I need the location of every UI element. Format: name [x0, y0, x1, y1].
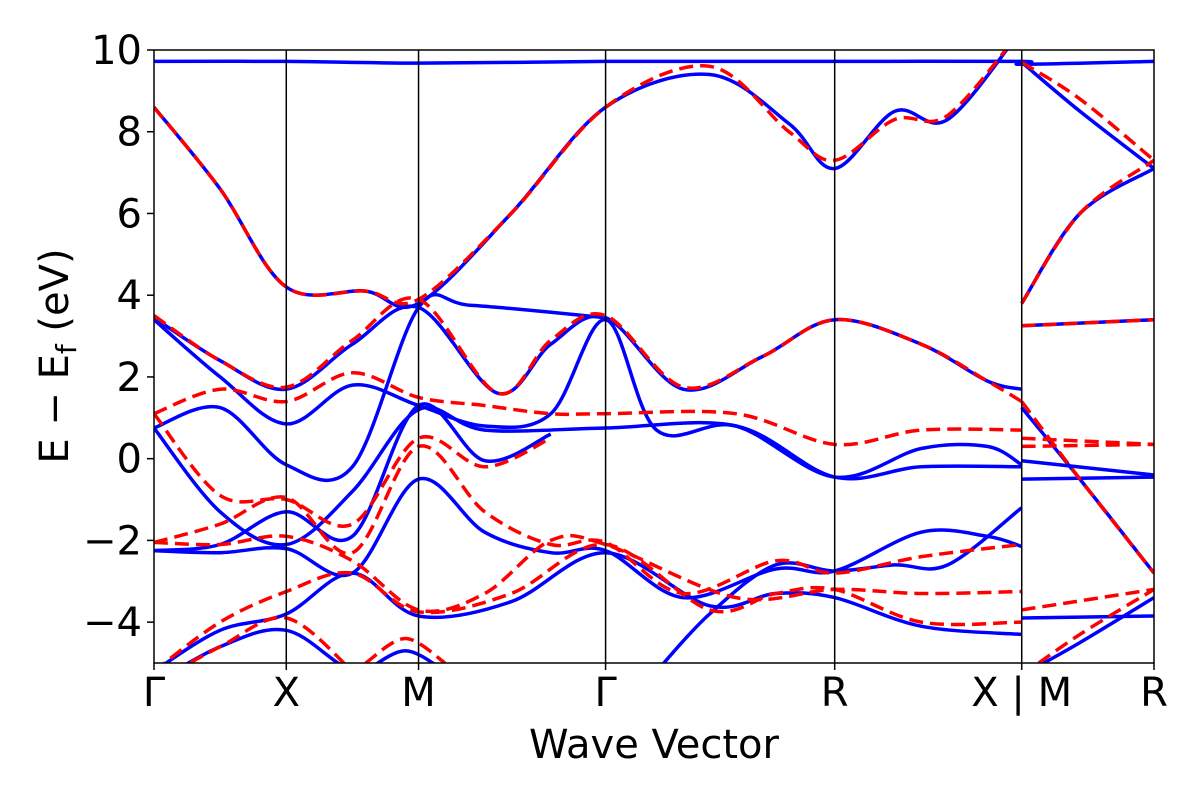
- y-axis-label-main: E − E: [32, 354, 78, 464]
- red-dashed-band-line: [1020, 60, 1154, 162]
- blue-solid-band-line: [154, 405, 1022, 547]
- red-dashed-band-line: [1021, 442, 1154, 449]
- blue-solid-band-line: [1040, 596, 1154, 663]
- red-dashed-band-line: [1021, 317, 1154, 328]
- red-dashed-band-line: [1020, 400, 1154, 575]
- x-tick-label: R: [1140, 670, 1168, 716]
- blue-solid-band-line: [154, 476, 1023, 600]
- blue-solid-band-line: [1021, 614, 1154, 620]
- x-tick-label: Γ: [594, 670, 617, 716]
- y-axis-ticks: −4 −2 0 2 4 6 8 10: [83, 28, 154, 646]
- kpoint-lines: [285, 50, 1023, 663]
- blue-solid-band-line: [154, 317, 1023, 480]
- y-tick-label: −4: [83, 600, 142, 646]
- red-dashed-band-line: [1021, 436, 1154, 447]
- blue-solid-band-line: [374, 648, 436, 663]
- red-dashed-band-line: [154, 412, 552, 528]
- x-axis-ticks: Γ X M Γ R X | M R: [143, 663, 1168, 716]
- y-tick-label: 10: [91, 28, 142, 74]
- blue-solid-band-line: [1021, 475, 1154, 481]
- x-tick-label: M: [401, 670, 436, 716]
- x-tick-label: Γ: [143, 670, 166, 716]
- red-dashed-band-line: [1020, 158, 1154, 305]
- x-tick-label: X | M: [971, 670, 1072, 716]
- x-tick-label: R: [821, 670, 849, 716]
- red-dashed-band-line: [161, 542, 1022, 663]
- y-tick-label: 4: [117, 273, 142, 319]
- red-dashed-band-line: [186, 615, 347, 663]
- red-dashed-band-line: [154, 444, 1022, 596]
- y-tick-label: 6: [117, 191, 142, 237]
- red-dashed-band-line: [1021, 587, 1154, 612]
- red-dashed-band-line: [154, 296, 1023, 403]
- y-tick-label: 8: [117, 110, 142, 156]
- y-axis-label-unit: (eV): [32, 248, 78, 344]
- y-tick-label: −2: [83, 518, 142, 564]
- x-axis-label: Wave Vector: [529, 722, 780, 768]
- plot-frame: [153, 49, 1155, 664]
- blue-solid-band-line: [1021, 458, 1154, 477]
- blue-solid-band-line: [154, 292, 606, 483]
- red-dashed-band-line: [154, 50, 1008, 306]
- y-axis-label-sub: f: [50, 343, 83, 354]
- blue-solid-band-line: [1020, 60, 1154, 170]
- y-axis-label: E − Ef (eV): [32, 248, 83, 463]
- y-tick-label: 2: [117, 355, 142, 401]
- blue-solid-band-line: [154, 59, 1154, 67]
- x-tick-label: X: [273, 670, 300, 716]
- y-tick-label: 0: [117, 437, 142, 483]
- red-dashed-band-line: [364, 636, 447, 663]
- red-dashed-band-line: [1035, 587, 1154, 663]
